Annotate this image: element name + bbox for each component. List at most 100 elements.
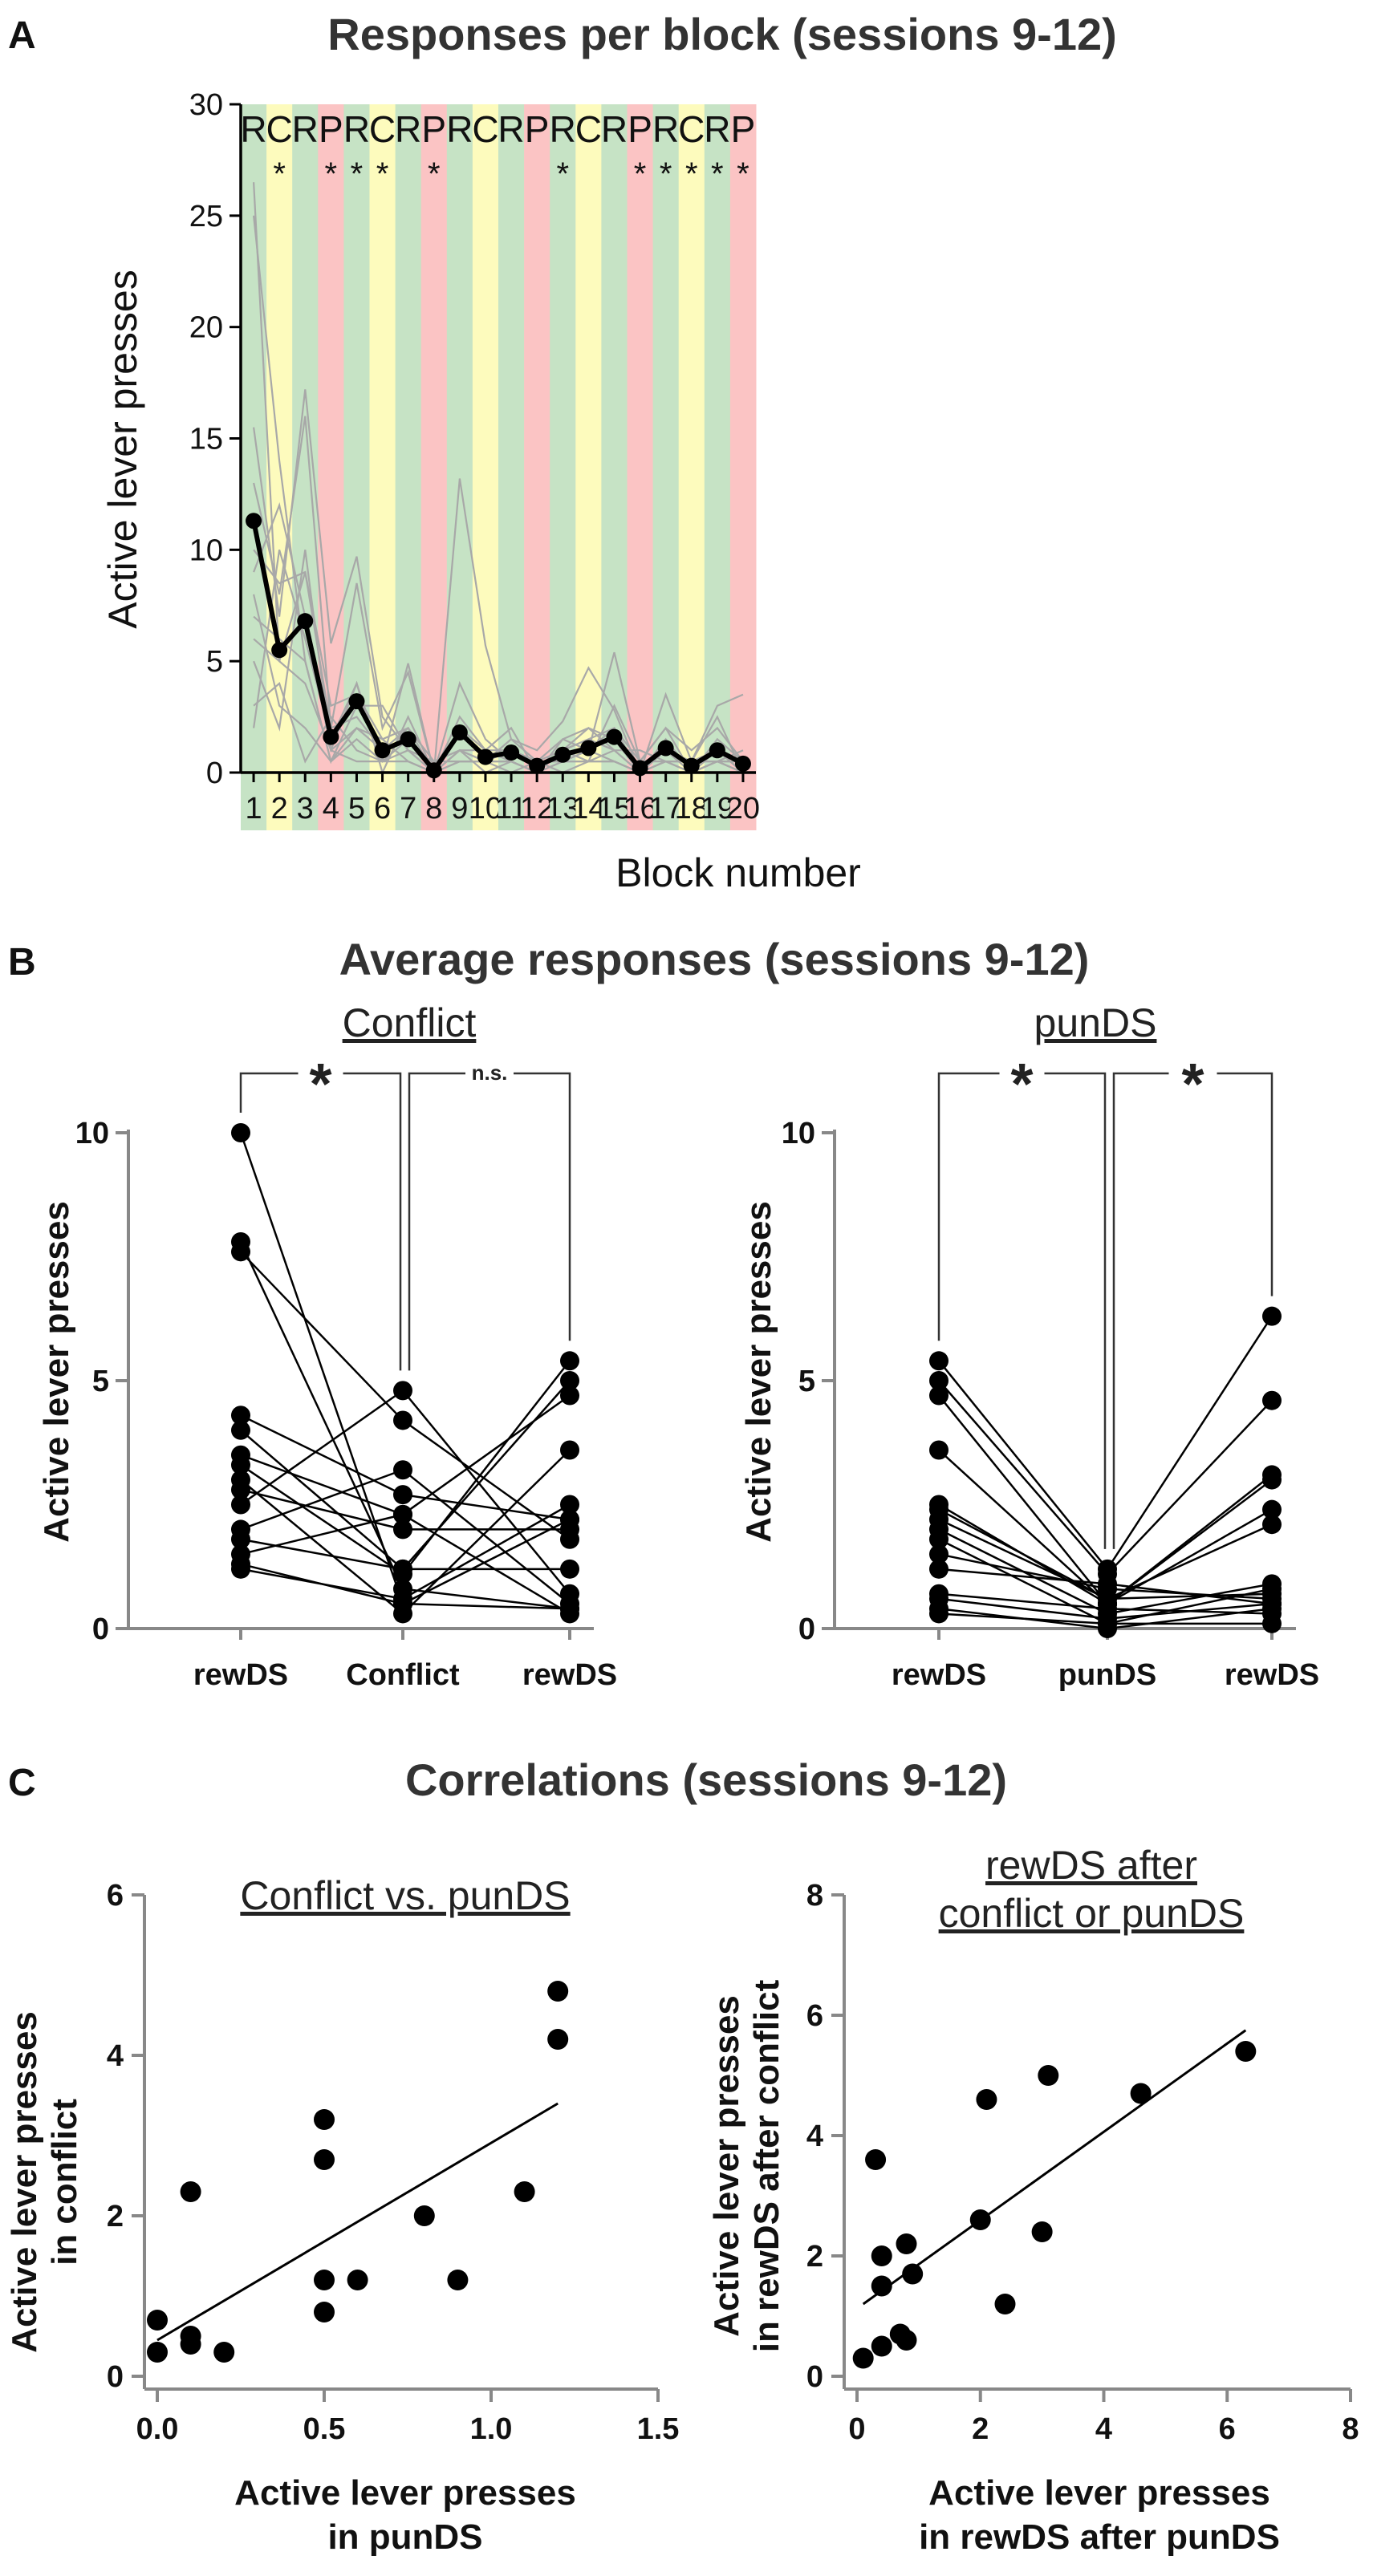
- mean-point: [503, 744, 520, 761]
- subject-point: [560, 1495, 579, 1515]
- subject-point: [1262, 1584, 1282, 1604]
- scatter-point: [976, 2089, 997, 2110]
- mean-point: [425, 762, 442, 779]
- block-number-label: 9: [451, 792, 468, 826]
- subject-point: [231, 1123, 250, 1142]
- pair-line-first: [938, 1508, 1108, 1600]
- panel-c-right-y-label-line1: Active lever presses: [707, 1995, 746, 2337]
- y-tick-label: 0: [206, 757, 223, 790]
- panel-a-y-label: Active lever presses: [100, 270, 145, 628]
- category-label: Conflict: [346, 1658, 460, 1692]
- pair-line-first: [938, 1597, 1108, 1620]
- pair-line-second: [402, 1602, 571, 1610]
- subject-point: [560, 1371, 579, 1390]
- y-tick-label: 0: [798, 1613, 815, 1646]
- panel-c-right-subtitle-line1: rewDS after: [985, 1843, 1197, 1888]
- scatter-point: [1130, 2083, 1152, 2104]
- block-type-label: P: [421, 108, 446, 150]
- block-type-label: P: [525, 108, 550, 150]
- subject-point: [231, 1495, 250, 1515]
- subject-point: [1262, 1499, 1282, 1519]
- y-tick-label: 5: [798, 1365, 815, 1398]
- mean-point: [297, 613, 314, 630]
- block-type-label: R: [395, 108, 421, 150]
- panel-b-left-chart: 0 5 10 rewDS Conflict rewDS * n.s.: [75, 1049, 617, 1692]
- block-type-label: R: [343, 108, 370, 150]
- block-significance-star: *: [325, 156, 338, 192]
- scatter-point: [902, 2263, 924, 2285]
- block-number-label: 10: [469, 792, 502, 826]
- block-number-label: 20: [726, 792, 760, 826]
- panel-c-label: C: [8, 1762, 36, 1804]
- block-number-label: 6: [374, 792, 391, 826]
- subject-point: [231, 1406, 250, 1426]
- block-significance-star: *: [556, 156, 569, 192]
- block-type-label: C: [575, 108, 602, 150]
- x-tick-label: 6: [1219, 2412, 1236, 2446]
- y-tick-label: 0: [806, 2360, 823, 2394]
- block-type-label: C: [472, 108, 498, 150]
- block-number-label: 5: [348, 792, 365, 826]
- mean-point: [709, 742, 725, 759]
- block-type-label: P: [319, 108, 343, 150]
- y-tick-label: 8: [806, 1879, 823, 1913]
- category-label: rewDS: [892, 1658, 986, 1692]
- block-significance-star: *: [634, 156, 647, 192]
- block-number-label: 12: [520, 792, 554, 826]
- scatter-point: [1031, 2221, 1053, 2242]
- y-tick-label: 5: [206, 645, 223, 679]
- block-number-label: 15: [597, 792, 631, 826]
- subject-point: [560, 1385, 579, 1406]
- scatter-point: [896, 2330, 917, 2351]
- mean-point: [477, 748, 494, 765]
- pair-line-first: [938, 1568, 1108, 1585]
- subject-point: [1098, 1574, 1117, 1594]
- subject-point: [1262, 1515, 1282, 1535]
- bracket-label-mask: [999, 1049, 1045, 1097]
- pair-line-first: [938, 1394, 1108, 1604]
- block-number-label: 2: [271, 792, 288, 826]
- panel-a-label: A: [8, 14, 36, 57]
- scatter-point: [413, 2205, 435, 2226]
- x-tick-label: 4: [1095, 2412, 1112, 2446]
- scatter-point: [896, 2233, 917, 2254]
- block-band: [498, 104, 525, 830]
- scatter-point: [871, 2245, 892, 2266]
- block-type-label: R: [704, 108, 730, 150]
- category-label: punDS: [1058, 1658, 1156, 1692]
- pair-line-second: [1107, 1608, 1273, 1630]
- pair-line-second: [1107, 1602, 1273, 1620]
- mean-point: [683, 757, 700, 774]
- block-band: [524, 104, 550, 830]
- scatter-point: [994, 2294, 1016, 2314]
- block-type-label: R: [652, 108, 679, 150]
- panel-c-right-x-label-line2: in rewDS after punDS: [919, 2517, 1280, 2557]
- category-label: rewDS: [522, 1658, 617, 1692]
- y-tick-label: 2: [806, 2240, 823, 2274]
- subject-point: [1262, 1470, 1282, 1490]
- pair-line-first: [240, 1469, 404, 1531]
- panel-b-left-y-label: Active lever presses: [37, 1201, 76, 1543]
- significance-label: n.s.: [472, 1061, 508, 1085]
- panel-c-right-chart: 0 2 4 6 8 0 2 4 6 8: [806, 1879, 1359, 2446]
- subject-point: [231, 1455, 250, 1475]
- scatter-point: [180, 2181, 201, 2202]
- mean-line: [246, 513, 751, 779]
- significance-label: *: [1181, 1053, 1204, 1117]
- subject-point: [929, 1544, 949, 1564]
- scatter-point: [314, 2149, 335, 2170]
- mean-point: [529, 757, 546, 774]
- pair-line-first: [938, 1518, 1108, 1600]
- block-type-label: R: [550, 108, 576, 150]
- block-band: [678, 104, 705, 830]
- pair-line-first: [240, 1454, 404, 1516]
- scatter-point: [547, 1981, 569, 2002]
- pair-line-second: [402, 1389, 571, 1595]
- mean-point: [734, 755, 751, 772]
- y-tick-label: 4: [107, 2039, 124, 2073]
- block-significance-star: *: [351, 156, 364, 192]
- mean-point: [271, 642, 288, 659]
- subject-point: [1098, 1588, 1117, 1608]
- scatter-point: [514, 2181, 535, 2202]
- pair-line-first: [239, 1132, 404, 1604]
